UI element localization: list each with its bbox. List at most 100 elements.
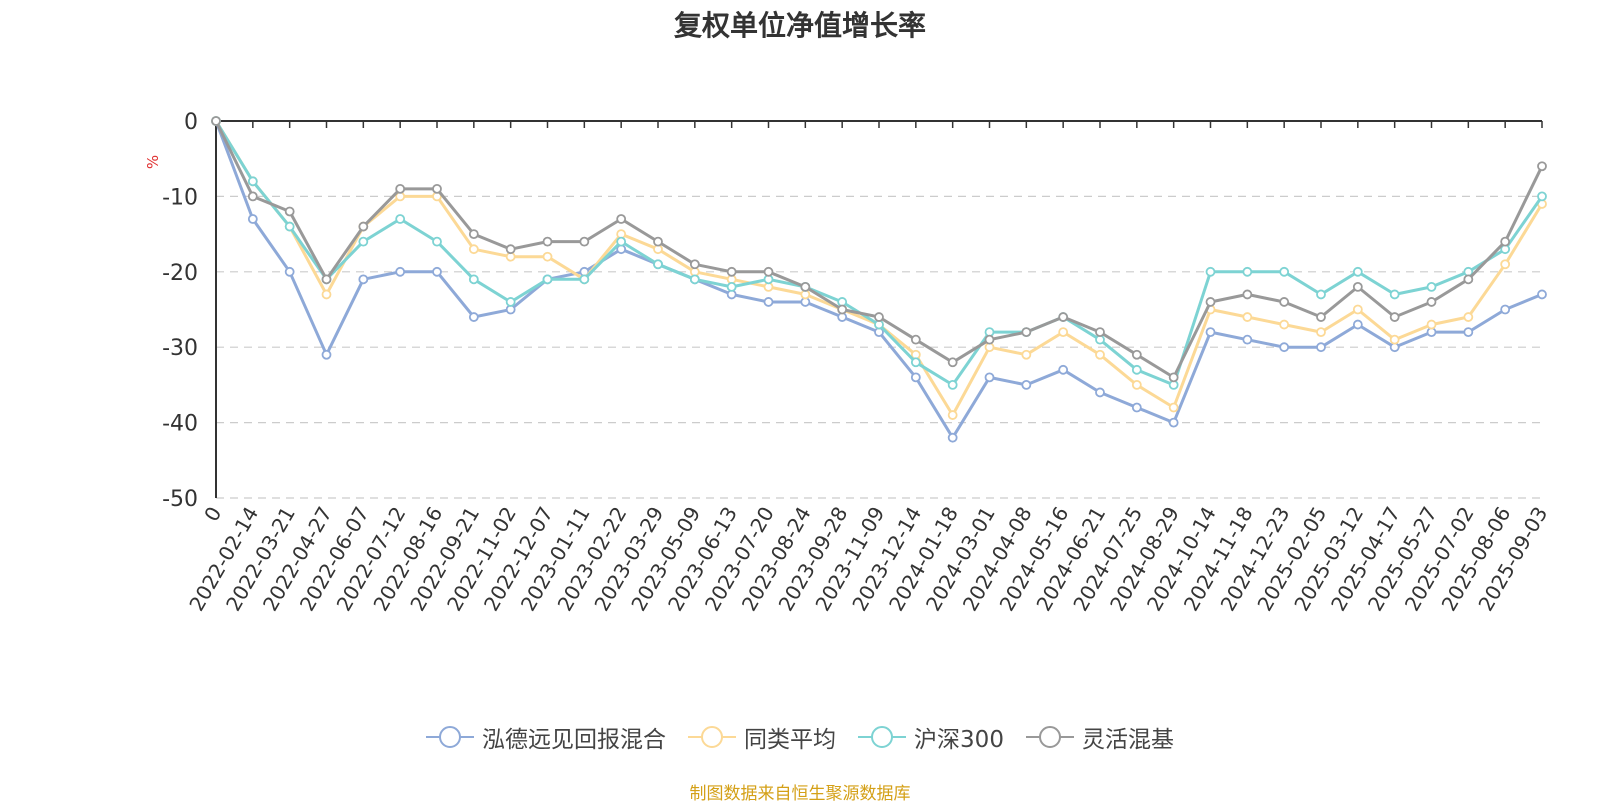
data-point xyxy=(1168,417,1179,428)
data-point xyxy=(910,372,921,383)
data-point xyxy=(1242,312,1253,322)
data-point xyxy=(1095,387,1105,398)
data-point xyxy=(1021,327,1032,338)
data-point xyxy=(1426,297,1437,307)
data-point xyxy=(284,266,295,277)
series-line xyxy=(214,120,1544,417)
data-point xyxy=(358,236,369,247)
data-point xyxy=(542,274,553,285)
grid-layer xyxy=(216,195,1542,499)
data-point xyxy=(1242,334,1253,345)
data-point xyxy=(505,244,516,255)
data-point xyxy=(1352,319,1363,330)
data-point xyxy=(247,176,258,187)
y-tick-label: -50 xyxy=(162,487,198,512)
data-point xyxy=(1463,312,1474,322)
label-layer: 0-10-20-30-40-50%02022-02-142022-03-2120… xyxy=(144,110,1552,615)
data-point xyxy=(1242,289,1253,300)
y-tick-label: -30 xyxy=(162,336,198,361)
data-point xyxy=(432,236,442,247)
y-tick-label: -10 xyxy=(162,185,198,210)
data-point xyxy=(468,229,479,240)
data-point xyxy=(1095,327,1105,338)
data-point xyxy=(1537,289,1547,300)
data-point xyxy=(1463,274,1474,285)
legend-item-flexible-mixed[interactable]: 灵活混基 xyxy=(1025,720,1174,754)
data-point xyxy=(432,183,442,194)
data-point xyxy=(1021,379,1032,390)
data-point xyxy=(837,304,848,315)
legend-item-csi300[interactable]: 沪深300 xyxy=(858,720,1004,754)
data-point xyxy=(1537,191,1547,202)
data-point xyxy=(1279,297,1290,307)
data-point xyxy=(1426,319,1437,330)
y-tick-label: -20 xyxy=(162,261,198,286)
x-tick-label: 0 xyxy=(199,503,226,526)
data-point xyxy=(211,116,221,126)
data-point xyxy=(1352,266,1363,277)
data-point xyxy=(321,274,332,285)
data-point xyxy=(800,281,811,292)
data-point xyxy=(1131,364,1142,375)
data-point xyxy=(1352,304,1363,315)
series-line xyxy=(214,120,1544,387)
y-tick-label: 0 xyxy=(184,110,198,135)
data-point xyxy=(395,266,406,277)
chart-title: 复权单位净值增长率 xyxy=(673,9,926,42)
data-point xyxy=(321,289,332,300)
legend-swatch-icon xyxy=(426,726,475,748)
data-point xyxy=(1426,281,1437,292)
data-point xyxy=(1316,312,1326,322)
legend-swatch-icon xyxy=(858,726,907,748)
data-point xyxy=(1242,266,1253,277)
data-point xyxy=(321,349,332,360)
data-point xyxy=(1316,342,1326,353)
data-point xyxy=(358,274,369,285)
data-point xyxy=(1058,364,1069,375)
data-point xyxy=(1316,289,1326,300)
data-point xyxy=(874,312,884,322)
data-point xyxy=(947,410,958,420)
y-axis-unit-label: % xyxy=(144,155,162,169)
data-point xyxy=(1131,349,1142,360)
data-point xyxy=(1205,297,1216,307)
data-point xyxy=(726,281,737,292)
data-point xyxy=(726,266,737,277)
data-point xyxy=(763,297,774,307)
data-source-note: 制图数据来自恒生聚源数据库 xyxy=(689,784,911,804)
legend-item-fund[interactable]: 泓德远见回报混合 xyxy=(426,720,666,754)
legend-label: 灵活混基 xyxy=(1081,727,1174,753)
data-point xyxy=(1131,379,1142,390)
legend-item-peer-average[interactable]: 同类平均 xyxy=(688,720,836,754)
data-point xyxy=(1352,281,1363,292)
data-point xyxy=(284,206,295,217)
data-point xyxy=(468,244,479,255)
data-point xyxy=(1205,266,1216,277)
data-point xyxy=(984,334,995,345)
data-point xyxy=(947,432,958,443)
data-point xyxy=(984,372,995,383)
legend-swatch-icon xyxy=(688,726,737,748)
data-point xyxy=(1058,327,1069,338)
data-point xyxy=(1463,327,1474,338)
data-point xyxy=(247,214,258,224)
legend: 泓德远见回报混合 同类平均 沪深300 灵活混基 xyxy=(0,720,1600,754)
data-point xyxy=(1537,161,1547,172)
data-point xyxy=(468,274,479,285)
data-point xyxy=(1389,312,1400,322)
y-tick-label: -40 xyxy=(162,412,198,437)
legend-label: 泓德远见回报混合 xyxy=(482,727,667,753)
legend-label: 沪深300 xyxy=(914,727,1004,753)
data-point xyxy=(1500,236,1511,247)
data-point xyxy=(910,334,921,345)
data-point xyxy=(653,236,663,247)
data-point xyxy=(947,379,958,390)
data-point xyxy=(284,221,295,232)
data-point xyxy=(1021,349,1032,360)
data-point xyxy=(468,312,479,322)
data-point xyxy=(1316,327,1326,338)
data-point xyxy=(1279,342,1290,353)
legend-label: 同类平均 xyxy=(744,727,837,753)
data-point xyxy=(1168,372,1179,383)
series-line xyxy=(214,120,1544,379)
